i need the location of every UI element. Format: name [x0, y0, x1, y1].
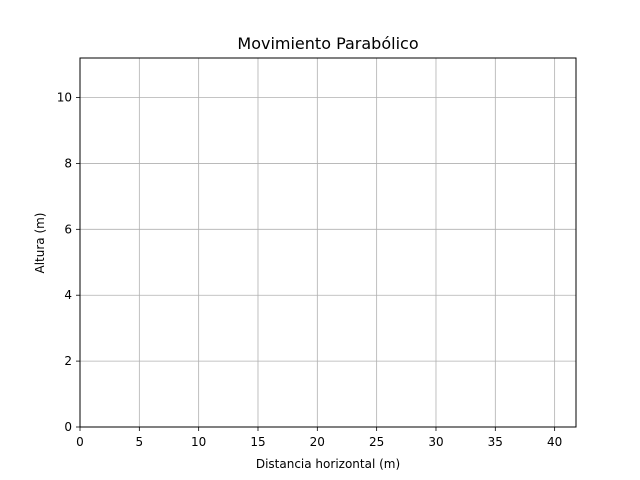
y-axis-label: Altura (m) — [33, 212, 47, 273]
x-axis-ticks: 0 5 10 15 20 25 30 35 40 — [76, 427, 562, 449]
y-tick-label: 10 — [57, 91, 72, 105]
y-tick-label: 8 — [64, 156, 72, 170]
x-tick-label: 15 — [250, 435, 265, 449]
grid — [79, 58, 576, 428]
x-tick-label: 30 — [428, 435, 443, 449]
x-tick-label: 40 — [547, 435, 562, 449]
y-tick-label: 4 — [64, 288, 72, 302]
y-tick-label: 0 — [64, 420, 72, 434]
y-tick-label: 2 — [64, 354, 72, 368]
plot-frame — [79, 57, 577, 428]
x-tick-label: 0 — [76, 435, 84, 449]
y-axis-ticks: 0 2 4 6 8 10 — [57, 91, 80, 434]
chart-title: Movimiento Parabólico — [237, 34, 418, 53]
y-tick-label: 6 — [64, 222, 72, 236]
x-tick-label: 35 — [488, 435, 503, 449]
x-tick-label: 5 — [136, 435, 144, 449]
x-tick-label: 20 — [310, 435, 325, 449]
x-axis-label: Distancia horizontal (m) — [256, 457, 400, 471]
x-tick-label: 25 — [369, 435, 384, 449]
x-tick-label: 10 — [191, 435, 206, 449]
